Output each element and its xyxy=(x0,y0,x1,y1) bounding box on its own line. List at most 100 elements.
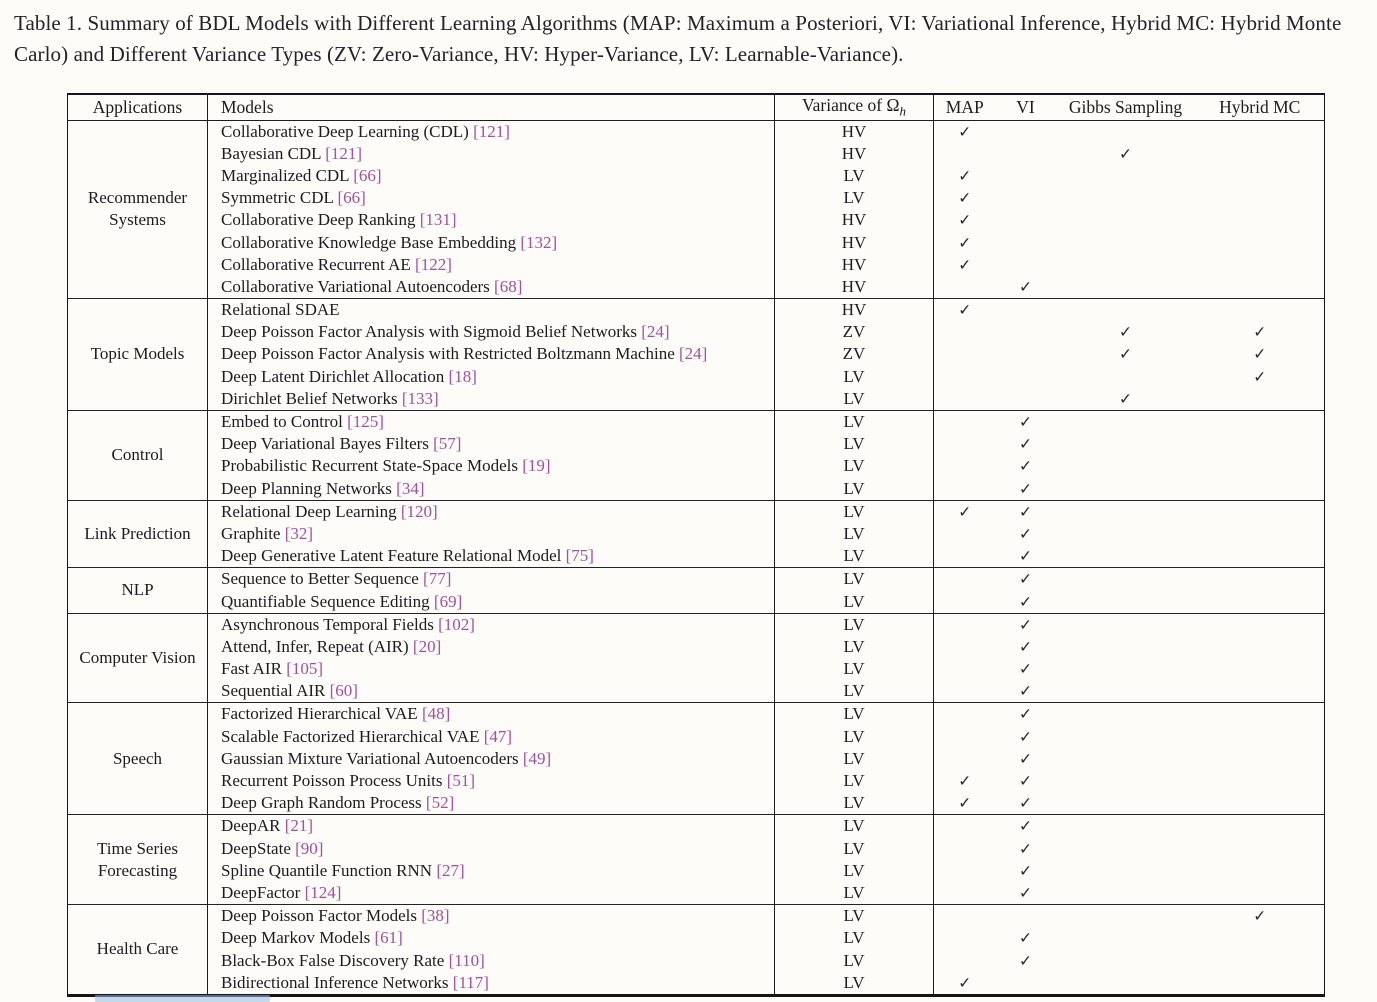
map-check-cell xyxy=(933,612,996,636)
model-name: Graphite xyxy=(221,523,281,543)
model-cell: DeepState [90] xyxy=(207,837,775,860)
gibbs-sampling-check-cell xyxy=(1055,702,1196,726)
hybrid-mc-check-cell xyxy=(1196,748,1325,770)
citation-link[interactable]: [24] xyxy=(637,322,670,342)
vi-check-cell: ✓ xyxy=(995,409,1056,434)
citation-link[interactable]: [69] xyxy=(429,591,463,611)
citation-link[interactable]: [117] xyxy=(448,972,489,992)
table-row: Marginalized CDL [66] LV ✓ xyxy=(68,164,1325,188)
table-header-row: Applications Models Variance of Ωh MAP V… xyxy=(67,94,1325,121)
citation-link[interactable]: [27] xyxy=(432,860,465,880)
map-check-cell xyxy=(934,927,996,949)
checkmark-icon: ✓ xyxy=(1019,883,1032,902)
application-cell: Topic Models xyxy=(67,298,208,411)
citation-link[interactable]: [120] xyxy=(396,501,438,521)
table-row: Bayesian CDL [121] HV ✓ xyxy=(68,142,1325,165)
citation-link[interactable]: [124] xyxy=(300,882,342,902)
application-cell: Health Care xyxy=(67,904,208,996)
citation-link[interactable]: [102] xyxy=(433,614,475,634)
citation-link[interactable]: [57] xyxy=(428,434,462,454)
table-caption-text: Table 1. Summary of BDL Models with Diff… xyxy=(14,11,1342,66)
map-check-cell xyxy=(934,523,996,545)
citation-link[interactable]: [105] xyxy=(281,659,324,679)
gibbs-sampling-check-cell xyxy=(1056,972,1196,996)
citation-link[interactable]: [51] xyxy=(442,771,476,791)
citation-link[interactable]: [34] xyxy=(391,478,425,498)
model-name: Fast AIR xyxy=(221,659,282,679)
citation-link[interactable]: [47] xyxy=(479,726,513,746)
table-row: Collaborative Knowledge Base Embedding [… xyxy=(68,231,1325,254)
citation-link[interactable]: [110] xyxy=(444,950,485,970)
citation-link[interactable]: [66] xyxy=(333,188,366,208)
gibbs-sampling-check-cell xyxy=(1056,276,1196,299)
gibbs-sampling-check-cell xyxy=(1056,366,1196,388)
gibbs-sampling-check-cell xyxy=(1056,636,1196,658)
model-cell: Deep Poisson Factor Models [38] xyxy=(207,904,775,928)
citation-link[interactable]: [68] xyxy=(489,276,523,296)
citation-link[interactable]: [90] xyxy=(290,838,324,858)
vi-check-cell: ✓ xyxy=(995,612,1056,636)
citation-link[interactable]: [21] xyxy=(280,816,314,836)
citation-link[interactable]: [61] xyxy=(370,928,403,948)
model-name: Embed to Control xyxy=(221,412,343,432)
citation-link[interactable]: [48] xyxy=(417,704,451,724)
column-header-hybrid-mc: Hybrid MC xyxy=(1195,94,1325,121)
vi-check-cell: ✓ xyxy=(995,814,1056,838)
model-cell: Collaborative Deep Ranking [131] xyxy=(207,209,775,232)
vi-check-cell: ✓ xyxy=(996,433,1056,455)
citation-link[interactable]: [20] xyxy=(408,636,442,656)
checkmark-icon: ✓ xyxy=(1019,524,1032,543)
citation-link[interactable]: [19] xyxy=(517,456,551,476)
model-name: Black-Box False Discovery Rate xyxy=(221,950,445,970)
citation-link[interactable]: [75] xyxy=(561,546,594,566)
table-row: Deep Poisson Factor Analysis with Sigmoi… xyxy=(68,321,1325,344)
variance-cell: LV xyxy=(774,567,934,591)
table-row: DeepFactor [124] LV ✓ xyxy=(68,881,1325,905)
gibbs-sampling-check-cell xyxy=(1056,748,1196,770)
map-check-cell xyxy=(934,949,996,971)
vi-check-cell: ✓ xyxy=(996,680,1056,703)
citation-link[interactable]: [52] xyxy=(421,793,455,813)
citation-link[interactable]: [66] xyxy=(348,165,382,185)
checkmark-icon: ✓ xyxy=(958,794,972,813)
citation-link[interactable]: [77] xyxy=(418,569,452,589)
model-name: Deep Graph Random Process xyxy=(221,793,422,813)
map-check-cell xyxy=(934,276,996,299)
citation-link[interactable]: [121] xyxy=(468,121,510,141)
model-cell: Sequential AIR [60] xyxy=(207,680,775,703)
citation-link[interactable]: [18] xyxy=(444,366,477,386)
citation-link[interactable]: [32] xyxy=(280,523,314,543)
citation-link[interactable]: [60] xyxy=(325,681,358,701)
vi-check-cell: ✓ xyxy=(996,792,1056,815)
gibbs-sampling-check-cell xyxy=(1055,499,1196,523)
model-cell: Attend, Infer, Repeat (AIR) [20] xyxy=(207,635,775,658)
map-check-cell: ✓ xyxy=(934,187,996,209)
map-check-cell xyxy=(934,636,996,658)
citation-link[interactable]: [132] xyxy=(516,232,558,252)
citation-link[interactable]: [49] xyxy=(518,748,552,768)
variance-cell: LV xyxy=(774,725,934,748)
vi-check-cell: ✓ xyxy=(996,748,1056,770)
table-row: NLP Sequence to Better Sequence [77] LV ✓ xyxy=(67,567,1325,614)
citation-link[interactable]: [121] xyxy=(320,143,363,163)
column-header-gibbs-label: Gibbs Sampling xyxy=(1068,96,1183,117)
map-check-cell: ✓ xyxy=(934,254,996,276)
variance-cell: LV xyxy=(774,590,934,614)
citation-link[interactable]: [38] xyxy=(416,906,450,926)
citation-link[interactable]: [122] xyxy=(410,254,452,274)
model-name: Collaborative Variational Autoencoders xyxy=(221,276,490,296)
model-name: Deep Planning Networks xyxy=(221,478,392,498)
citation-link[interactable]: [24] xyxy=(674,344,708,364)
checkmark-icon: ✓ xyxy=(1019,839,1032,858)
checkmark-icon: ✓ xyxy=(1253,345,1267,364)
vi-check-cell xyxy=(996,366,1056,388)
vi-check-cell xyxy=(995,298,1056,322)
citation-link[interactable]: [125] xyxy=(342,412,384,432)
checkmark-icon: ✓ xyxy=(1019,502,1032,521)
model-name: Attend, Infer, Repeat (AIR) xyxy=(221,636,409,656)
citation-link[interactable]: [131] xyxy=(415,210,457,230)
hybrid-mc-check-cell: ✓ xyxy=(1196,343,1325,365)
model-name: Quantifiable Sequence Editing xyxy=(221,591,430,611)
citation-link[interactable]: [133] xyxy=(397,388,439,408)
